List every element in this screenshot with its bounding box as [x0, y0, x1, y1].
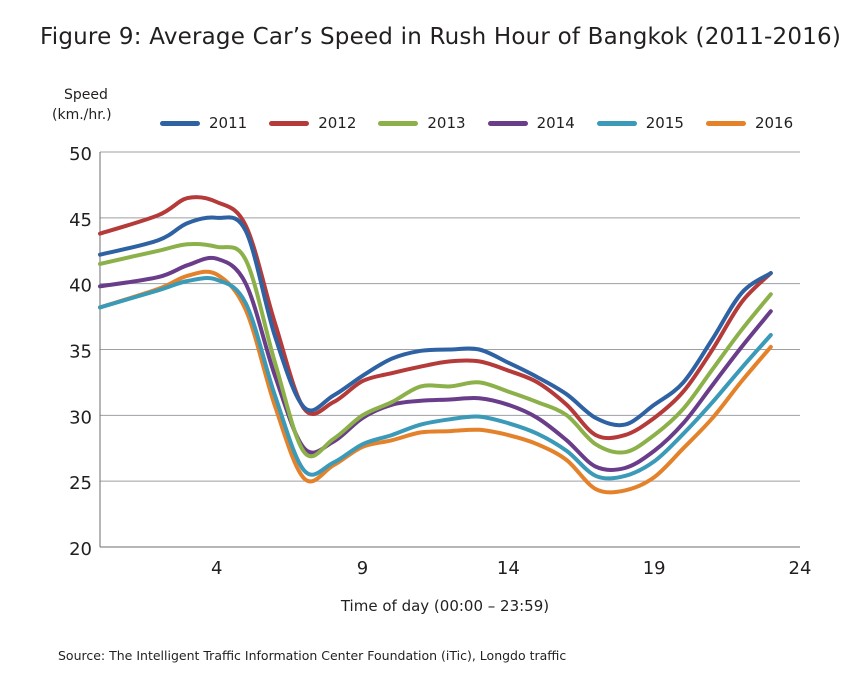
x-axis-label: Time of day (00:00 – 23:59) — [340, 597, 550, 615]
chart-legend: 2011 2012 2013 2014 2015 2016 — [160, 114, 793, 132]
legend-label-2015: 2015 — [645, 114, 684, 132]
y-tick-label-20: 20 — [69, 539, 92, 560]
y-tick-label-35: 35 — [69, 342, 92, 363]
legend-swatch-2015 — [596, 120, 637, 126]
y-tick-label-45: 45 — [69, 210, 92, 231]
legend-swatch-2013 — [378, 120, 419, 126]
legend-swatch-2012 — [269, 120, 310, 126]
y-tick-label-25: 25 — [69, 473, 92, 494]
y-axis-label-line1: Speed — [64, 87, 108, 103]
y-tick-label-40: 40 — [69, 276, 92, 297]
legend-swatch-2014 — [487, 120, 528, 126]
legend-label-2016: 2016 — [754, 114, 794, 132]
legend-item-2013: 2013 — [378, 114, 466, 132]
legend-label-2011: 2011 — [209, 114, 248, 132]
y-tick-label-50: 50 — [69, 144, 92, 165]
series-line-2012 — [98, 195, 773, 441]
legend-label-2014: 2014 — [536, 114, 575, 132]
y-axis-label-line2: (km./hr.) — [52, 107, 112, 123]
series-line-2011 — [98, 215, 773, 428]
legend-item-2011: 2011 — [160, 114, 247, 132]
legend-label-2013: 2013 — [427, 114, 466, 132]
series-line-2016 — [98, 269, 773, 495]
x-tick-label-14: 14 — [497, 558, 520, 579]
x-tick-label-19: 19 — [643, 558, 666, 579]
source-note: Source: The Intelligent Traffic Informat… — [58, 648, 567, 663]
x-axis-label-row: Time of day (00:00 – 23:59) — [0, 597, 856, 615]
series-line-2015 — [98, 276, 773, 481]
series-line-2013 — [98, 241, 773, 459]
legend-swatch-2011 — [160, 120, 200, 126]
x-tick-label-24: 24 — [789, 558, 812, 579]
legend-label-2012: 2012 — [318, 114, 357, 132]
legend-item-2014: 2014 — [487, 114, 575, 132]
legend-swatch-2016 — [705, 120, 746, 126]
x-tick-label-9: 9 — [357, 558, 368, 579]
y-tick-label-30: 30 — [69, 407, 92, 428]
x-tick-label-4: 4 — [211, 558, 222, 579]
page-title: Figure 9: Average Car’s Speed in Rush Ho… — [40, 24, 842, 50]
legend-item-2015: 2015 — [596, 114, 684, 132]
legend-item-2016: 2016 — [705, 114, 794, 132]
legend-item-2012: 2012 — [269, 114, 356, 132]
series-line-2014 — [98, 255, 773, 473]
